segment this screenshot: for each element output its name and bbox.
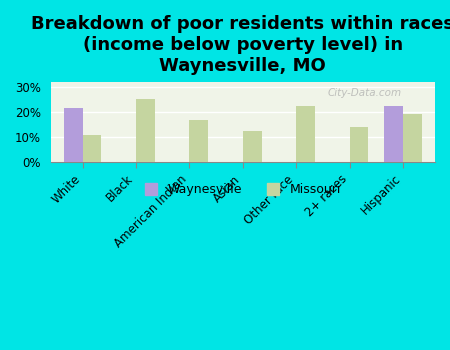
Bar	[243, 131, 261, 162]
Bar	[384, 106, 403, 162]
Bar	[350, 127, 368, 162]
Bar	[83, 135, 101, 162]
Bar	[403, 114, 422, 162]
Bar	[296, 106, 315, 162]
Legend: Waynesville, Missouri: Waynesville, Missouri	[140, 178, 346, 201]
Bar	[136, 99, 155, 162]
Bar	[189, 119, 208, 162]
Title: Breakdown of poor residents within races
(income below poverty level) in
Waynesv: Breakdown of poor residents within races…	[32, 15, 450, 75]
Bar	[64, 108, 83, 162]
Text: City-Data.com: City-Data.com	[328, 88, 401, 98]
